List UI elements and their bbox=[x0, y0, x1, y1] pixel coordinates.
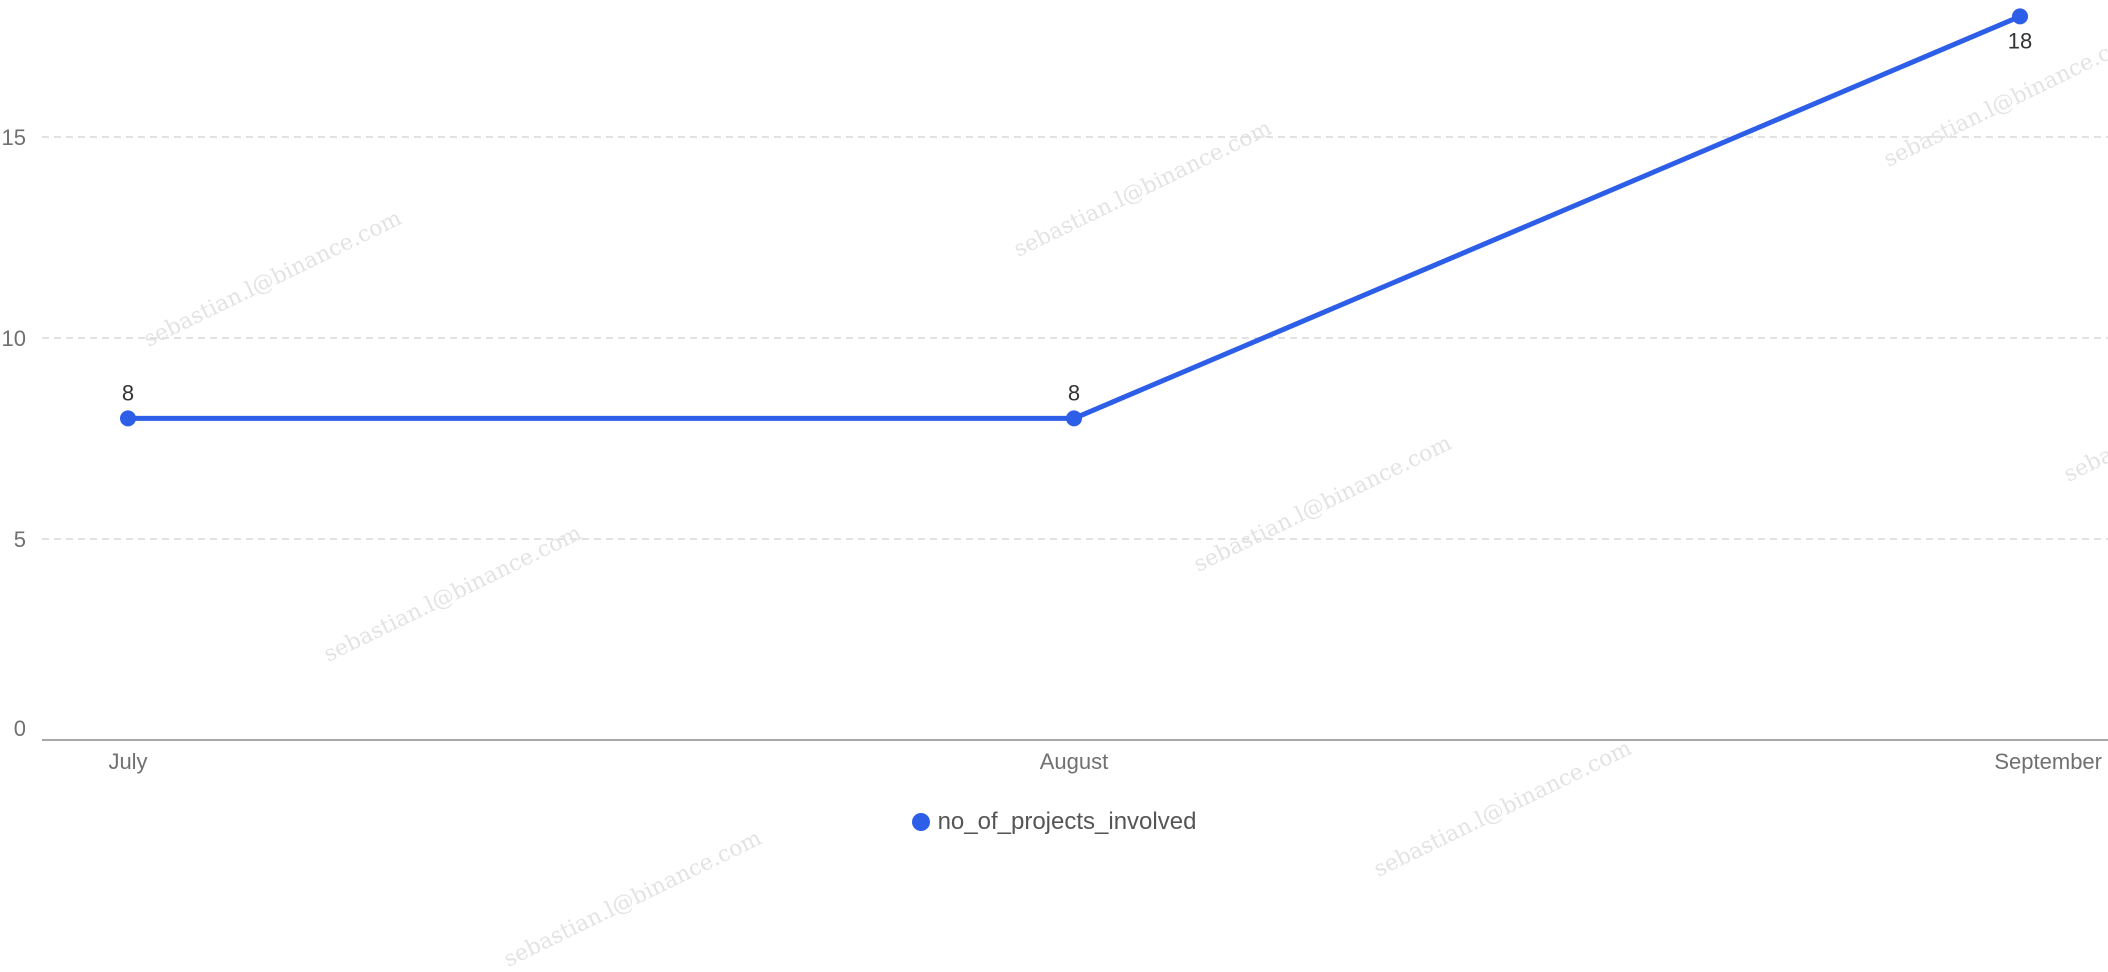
y-tick-label: 10 bbox=[2, 326, 26, 351]
watermark: sebastian.l@binance.com bbox=[500, 825, 766, 972]
y-tick-label: 5 bbox=[14, 527, 26, 552]
data-labels: 8 8 18 bbox=[122, 28, 2032, 405]
x-axis-tick-labels: July August September bbox=[108, 749, 2102, 774]
line-chart: 0 5 10 15 July August September 8 8 18 sebastia… bbox=[0, 8, 2108, 972]
series-line-group bbox=[125, 13, 2023, 421]
y-tick-label: 0 bbox=[14, 716, 26, 741]
data-point[interactable] bbox=[1066, 410, 1082, 427]
data-label: 8 bbox=[122, 380, 134, 405]
x-tick-label: September bbox=[1994, 749, 2102, 774]
y-tick-label: 15 bbox=[2, 125, 26, 150]
legend-label: no_of_projects_involved bbox=[937, 808, 1197, 835]
x-tick-label: July bbox=[108, 749, 147, 774]
y-axis-tick-labels: 0 5 10 15 bbox=[2, 125, 26, 741]
data-point[interactable] bbox=[120, 410, 136, 427]
data-point[interactable] bbox=[2012, 8, 2028, 25]
data-label: 18 bbox=[2008, 28, 2032, 53]
series-points bbox=[120, 8, 2028, 427]
series-line bbox=[125, 13, 2023, 421]
legend[interactable]: no_of_projects_involved bbox=[0, 808, 2108, 836]
legend-marker bbox=[911, 813, 930, 831]
x-tick-label: August bbox=[1040, 749, 1109, 774]
data-label: 8 bbox=[1068, 380, 1080, 405]
chart-canvas: 0 5 10 15 July August September 8 8 18 bbox=[2, 8, 2108, 774]
grid-lines bbox=[42, 136, 2108, 540]
